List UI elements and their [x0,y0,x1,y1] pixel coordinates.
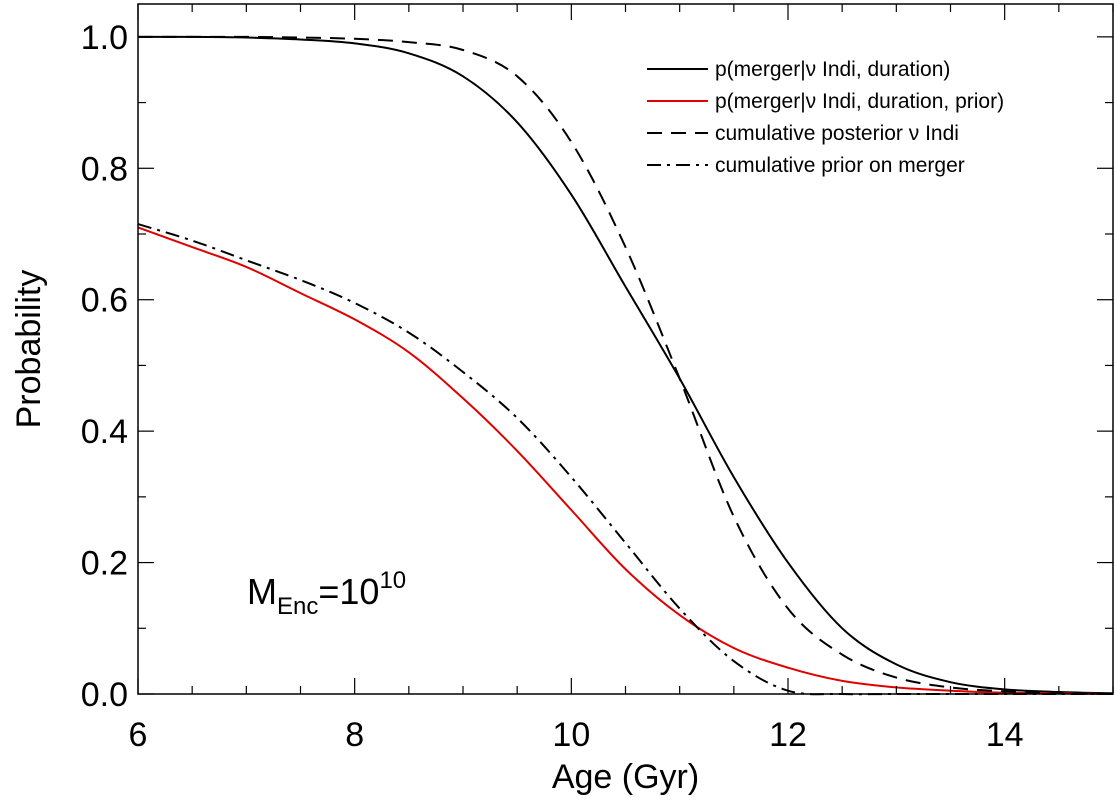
y-tick-label: 0.6 [81,282,128,320]
series-merger-duration-prior-line [137,226,1114,695]
y-tick-label: 0.2 [81,545,128,583]
legend-label: p(merger|ν Indi, duration, prior) [715,90,1004,113]
y-tick-label: 0.4 [81,413,128,451]
legend-entry-cumulative-posterior: cumulative posterior ν Indi [647,122,959,145]
series-cumulative-posterior-line [138,35,1114,695]
series-cumulative-prior-line [137,223,1113,696]
x-tick-label: 14 [986,716,1024,754]
legend-label: p(merger|ν Indi, duration) [715,58,950,81]
series-merger-duration-line [137,35,1114,695]
x-tick-label: 8 [345,716,364,754]
x-tick-label: 12 [769,716,807,754]
annotation-subscript: Enc [277,593,318,620]
x-axis-title: Age (Gyr) [552,758,699,796]
y-tick-label: 0.8 [81,150,128,188]
legend-entry-merger-duration-prior: p(merger|ν Indi, duration, prior) [647,90,1004,113]
annotation-base: M [247,571,277,612]
legend: p(merger|ν Indi, duration) p(merger|ν Ind… [647,58,1004,177]
y-tick-label: 0.0 [81,676,128,714]
annotation-mid: =10 [318,571,379,612]
y-tick-label: 1.0 [81,19,128,57]
annotation-superscript: 10 [379,567,406,594]
ticks-layer: 6 8 10 12 14 0.0 0.2 0.4 0.6 0.8 1.0 [81,4,1114,754]
y-axis-title: Probability [10,270,48,429]
legend-label: cumulative posterior ν Indi [715,122,959,145]
mass-annotation: MEnc=1010 [247,567,406,620]
legend-label: cumulative prior on merger [715,154,965,177]
legend-entry-cumulative-prior: cumulative prior on merger [647,154,965,177]
x-tick-label: 10 [552,716,590,754]
x-tick-label: 6 [129,716,148,754]
legend-entry-merger-duration: p(merger|ν Indi, duration) [647,58,950,81]
